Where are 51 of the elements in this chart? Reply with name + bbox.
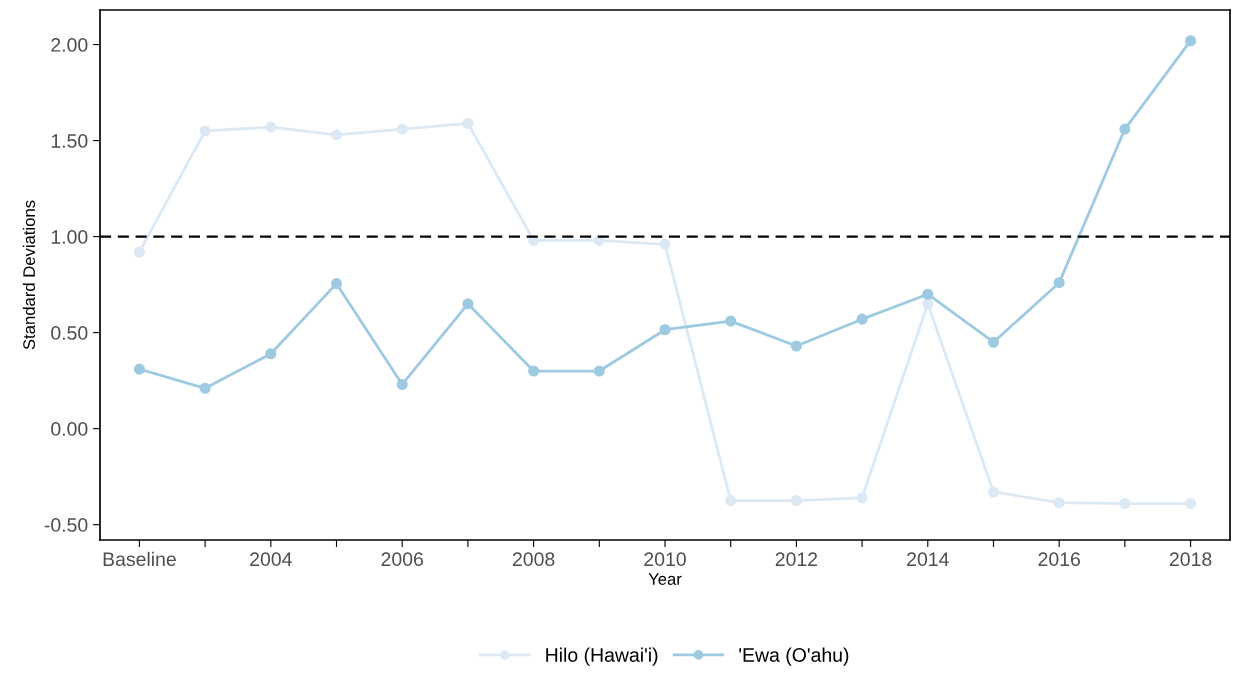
point <box>659 238 671 250</box>
point <box>725 315 737 327</box>
point <box>1053 277 1065 289</box>
point <box>396 123 408 135</box>
point <box>133 363 145 375</box>
y-tick-label: 1.00 <box>51 230 88 244</box>
point <box>856 492 868 504</box>
point <box>462 117 474 129</box>
point <box>593 365 605 377</box>
x-tick-label: Baseline <box>103 551 176 567</box>
point <box>1119 123 1131 135</box>
point <box>987 486 1000 498</box>
point <box>265 348 277 360</box>
x-tick-label: 2014 <box>907 552 949 567</box>
legend-label: Hilo (Hawai'i) <box>546 647 658 666</box>
y-tick-label: 0.50 <box>51 326 88 340</box>
x-tick-label: 2006 <box>381 552 423 567</box>
x-axis-title: Year <box>648 573 682 585</box>
point <box>199 382 211 394</box>
point <box>790 495 802 507</box>
point <box>528 365 540 377</box>
point <box>199 125 211 137</box>
point <box>725 495 737 507</box>
x-tick-label: 2012 <box>775 552 818 567</box>
y-tick-label: 2.00 <box>51 38 88 52</box>
point <box>922 298 934 310</box>
point <box>133 246 145 258</box>
y-tick-label: -0.50 <box>44 518 88 532</box>
point <box>1185 497 1197 510</box>
y-tick-label: 1.50 <box>51 134 88 148</box>
x-tick-label: 2010 <box>644 552 686 567</box>
point <box>396 378 408 391</box>
y-tick-label: 0.00 <box>51 422 88 436</box>
point <box>1119 497 1131 510</box>
point <box>1053 496 1065 509</box>
point <box>462 298 474 310</box>
point <box>265 121 277 133</box>
point <box>659 324 671 336</box>
point <box>1185 35 1197 47</box>
point <box>790 340 802 352</box>
x-tick-label: 2018 <box>1169 552 1212 567</box>
point <box>856 313 868 325</box>
point <box>330 129 343 141</box>
point <box>922 288 934 300</box>
x-tick-label: 2016 <box>1038 552 1080 567</box>
legend-label: 'Ewa (O'ahu) <box>739 647 849 666</box>
y-axis-title: Standard Deviations <box>22 200 36 350</box>
x-tick-label: 2008 <box>512 552 555 567</box>
x-tick-label: 2004 <box>250 552 292 567</box>
point <box>987 336 1000 348</box>
point <box>330 278 343 290</box>
